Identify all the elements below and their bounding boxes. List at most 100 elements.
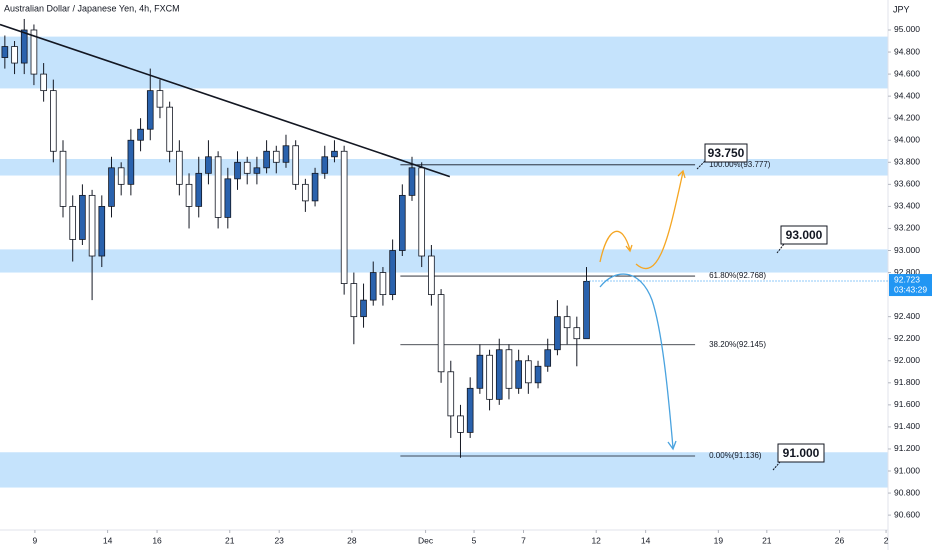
- candle-body: [243, 161, 251, 174]
- x-tick-label: 28: [347, 535, 357, 545]
- candle-body: [292, 145, 299, 185]
- candle-body: [50, 90, 57, 152]
- y-tick-label: 93.000: [894, 245, 920, 255]
- overlay: [599, 169, 686, 451]
- y-tick-label: 91.200: [894, 443, 920, 453]
- last-price-tag: [889, 274, 932, 297]
- candle-body: [457, 415, 464, 433]
- candle-body: [554, 316, 561, 351]
- candle-body: [108, 167, 115, 207]
- y-tick-label: 92.800: [894, 267, 920, 277]
- callout-label: 93.000: [786, 228, 823, 242]
- candle-body: [428, 255, 435, 296]
- y-tick-label: 93.800: [894, 157, 920, 167]
- x-tick-label: 14: [103, 535, 113, 545]
- candle-body: [88, 194, 96, 257]
- candle-body: [389, 250, 396, 296]
- candle-body: [563, 316, 571, 329]
- candle-body: [146, 90, 154, 130]
- candle-body: [331, 150, 338, 158]
- candle-body: [30, 29, 38, 75]
- countdown-label: 03:43:29: [894, 284, 927, 294]
- y-tick-label: 95.000: [894, 24, 920, 34]
- x-tick-label: 21: [762, 535, 772, 545]
- y-tick-label: 93.400: [894, 201, 920, 211]
- candle-body: [69, 205, 77, 240]
- y-tick-label: 94.800: [894, 46, 920, 56]
- candle-body: [224, 178, 232, 218]
- y-tick-label: 91.600: [894, 399, 920, 409]
- callout-box: [777, 443, 825, 463]
- callout-box: [780, 225, 828, 245]
- candle-body: [176, 150, 183, 185]
- callout: 91.000: [772, 443, 825, 471]
- candle-body: [505, 349, 513, 389]
- candle-body: [437, 294, 445, 373]
- plot: 100.00%(93.777) 61.80%(92.768) 38.20%(92.1…: [0, 18, 771, 460]
- candle-body: [418, 167, 426, 257]
- callout-pointer: [772, 461, 781, 471]
- blue-arrow: [599, 273, 674, 449]
- callout-label: 93.750: [708, 146, 745, 160]
- candle-body: [117, 167, 125, 185]
- fib-label: 38.20%(92.145): [709, 340, 766, 349]
- candle-body: [466, 387, 474, 433]
- callout-label: 91.000: [783, 446, 820, 460]
- y-tick-label: 93.200: [894, 223, 920, 233]
- candle-body: [360, 299, 367, 318]
- x-tick-label: 26: [835, 535, 845, 545]
- candle-body: [20, 29, 28, 64]
- zones: [0, 36, 888, 488]
- candle-body: [1, 46, 9, 58]
- zone: [0, 249, 888, 273]
- chart-title: Australian Dollar / Japanese Yen, 4h, FX…: [4, 3, 180, 13]
- y-tick-label: 92.200: [894, 333, 920, 343]
- candle-body: [282, 145, 290, 163]
- x-tick-label: 21: [225, 535, 235, 545]
- orange-arrowhead: [625, 244, 633, 253]
- callout: 93.000: [776, 225, 828, 254]
- candle-body: [98, 205, 106, 257]
- candle-body: [156, 90, 164, 108]
- currency-label: JPY: [893, 4, 910, 14]
- x-tick-label: 9: [33, 535, 38, 545]
- orange-arrowhead: [677, 169, 686, 179]
- fib-label: 100.00%(93.777): [709, 160, 771, 169]
- candle-body: [127, 139, 135, 185]
- candle-body: [205, 156, 212, 174]
- x-tick-label: 16: [152, 535, 162, 545]
- candle-body: [137, 128, 144, 141]
- zone: [0, 36, 888, 89]
- candle-body: [40, 73, 47, 92]
- y-tick-label: 94.000: [894, 134, 920, 144]
- candle-body: [544, 349, 552, 367]
- candle-body: [350, 283, 358, 318]
- y-tick-label: 94.400: [894, 90, 920, 100]
- x-tick-label: 5: [472, 535, 477, 545]
- candle-body: [495, 349, 503, 400]
- x-tick-label: 2: [884, 535, 889, 545]
- y-tick-label: 94.600: [894, 68, 920, 78]
- candle-body: [583, 280, 590, 340]
- y-tick-label: 91.400: [894, 421, 920, 431]
- orange-arrow-up: [599, 230, 631, 263]
- zone: [0, 158, 888, 176]
- y-tick-label: 92.000: [894, 355, 920, 365]
- orange-arrow-long: [635, 171, 684, 270]
- candle-body: [263, 150, 270, 169]
- candle-body: [573, 327, 581, 340]
- candle-body: [79, 194, 86, 240]
- x-tick-label: 12: [591, 535, 601, 545]
- x-tick-label: 7: [521, 535, 526, 545]
- trendline: [0, 23, 451, 178]
- candle-body: [311, 172, 319, 202]
- candle-body: [369, 272, 377, 301]
- y-tick-label: 91.800: [894, 377, 920, 387]
- x-tick-label: 23: [274, 535, 284, 545]
- y-tick-label: 90.800: [894, 487, 920, 497]
- candle-body: [272, 150, 280, 163]
- candle-body: [59, 150, 67, 207]
- y-tick-label: 92.400: [894, 311, 920, 321]
- candle-body: [525, 360, 532, 384]
